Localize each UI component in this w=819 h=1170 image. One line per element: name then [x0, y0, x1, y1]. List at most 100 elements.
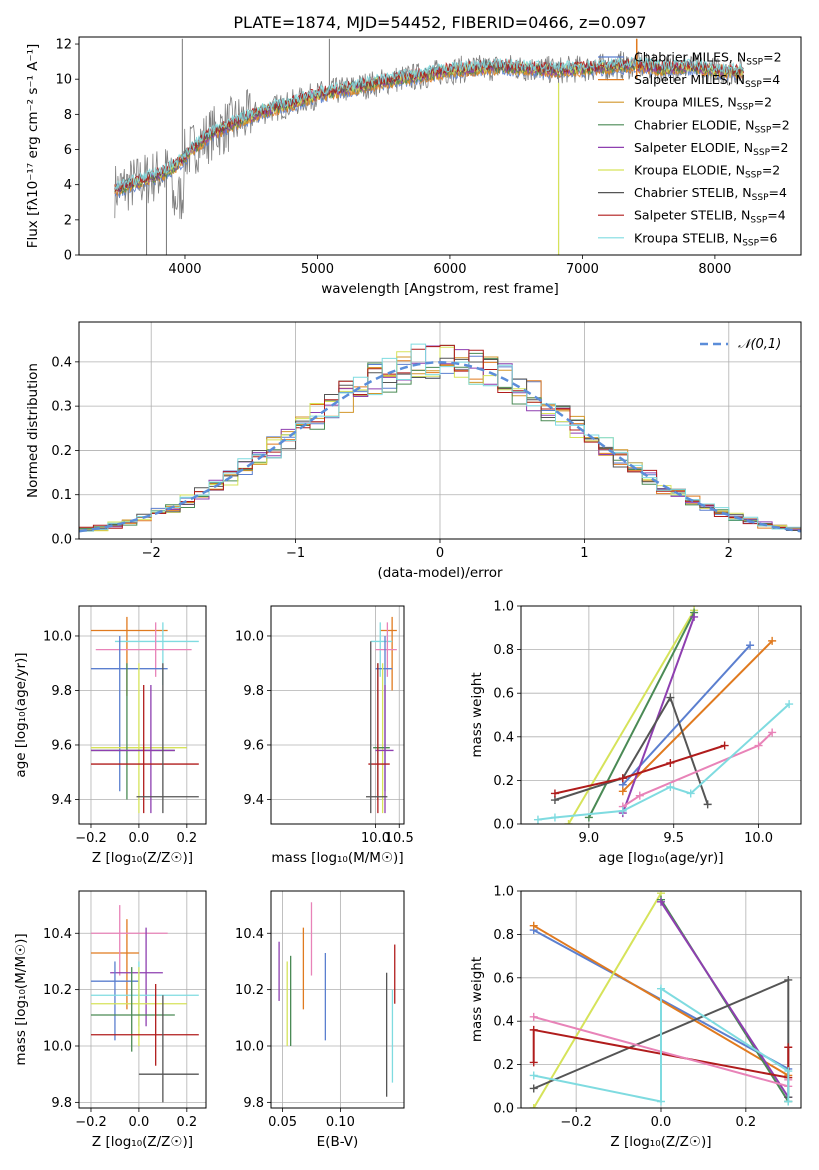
y-tick-label: 9.6: [51, 738, 72, 753]
weight-point-marker: [768, 728, 777, 737]
y-tick-label: 2: [64, 213, 72, 228]
y-tick-label: 10.4: [235, 927, 264, 942]
model-spectrum-line: [114, 57, 744, 192]
weight-point-marker: [666, 758, 675, 767]
legend-label: 𝒩(0,1): [738, 337, 781, 352]
x-tick-label: 0.2: [176, 1115, 197, 1130]
x-tick-label: 0.2: [176, 831, 197, 846]
y-tick-label: 1.0: [493, 600, 514, 615]
weight-point-marker: [618, 787, 627, 796]
weight-point-marker: [550, 789, 559, 798]
y-tick-label: 10.0: [235, 629, 264, 644]
weight-point-marker: [529, 1104, 538, 1108]
y-tick-label: 0.3: [51, 400, 72, 415]
plot-area: [114, 38, 744, 255]
weight-point-marker: [657, 984, 665, 993]
x-tick-label: 4000: [168, 262, 201, 277]
x-axis-label: Z [log₁₀(Z/Z☉)]: [92, 850, 193, 866]
y-tick-label: 4: [64, 178, 72, 193]
weight-series-line: [622, 644, 751, 786]
axes-frame: [520, 605, 802, 825]
y-tick-label: 9.8: [51, 684, 72, 699]
weight-point-marker: [529, 921, 538, 930]
y-tick-label: 10.4: [43, 927, 72, 942]
legend-label: Kroupa MILES, NSSP=2: [634, 95, 772, 113]
plot-area: [90, 905, 199, 1103]
weight-series-line: [588, 612, 695, 818]
x-tick-label: 0.0: [129, 831, 150, 846]
x-axis-label: (data-model)/error: [377, 565, 503, 581]
x-tick-label: 10.0: [361, 831, 390, 846]
y-tick-label: 0.0: [51, 533, 72, 548]
weight-point-marker: [564, 820, 573, 824]
y-tick-label: 12: [55, 38, 72, 53]
residual-histogram-plot: −2 −1 0 1 2 0.0 0.1 0.2 0.3 0.4 (data-model)/error…: [25, 321, 802, 581]
plot-area: [90, 616, 199, 814]
age-vs-metallicity-plot: −0.2 0.0 0.2 9.4 9.6 9.8 10.0 Z [log₁₀(Z/Z☉)] ag…: [13, 605, 207, 866]
x-tick-label: 5000: [301, 262, 334, 277]
residual-histogram-line: [79, 344, 801, 529]
mass-vs-metallicity-plot: −0.2 0.0 0.2 9.8 10.0 10.2 10.4 Z [log₁₀(Z/Z☉)]…: [13, 890, 207, 1150]
legend-label: Kroupa STELIB, NSSP=6: [634, 230, 778, 248]
weight-point-marker: [720, 741, 729, 750]
y-tick-label: 10.2: [43, 983, 72, 998]
weight-series-line: [622, 640, 773, 793]
plot-area: [366, 616, 397, 814]
weight-point-marker: [666, 693, 675, 702]
weight-point-marker: [784, 1043, 793, 1052]
legend-label: Kroupa ELODIE, NSSP=2: [634, 163, 780, 181]
weight-series-line: [621, 616, 696, 814]
weight-point-marker: [529, 1058, 538, 1067]
weight-point-marker: [785, 700, 794, 709]
x-tick-label: 10.0: [744, 831, 773, 846]
weight-series-line: [532, 892, 662, 1108]
axes-frame: [78, 890, 207, 1109]
x-tick-label: 0.0: [651, 1115, 672, 1130]
weight-point-marker: [746, 641, 755, 650]
normal-reference-curve: [79, 361, 801, 533]
weight-point-marker: [690, 612, 699, 621]
y-axis-label: mass weight: [469, 957, 485, 1042]
x-axis-label: wavelength [Angstrom, rest frame]: [321, 281, 559, 297]
mass-vs-extinction-plot: 0.05 0.10 9.8 10.0 10.2 10.4 E(B-V): [235, 890, 405, 1150]
x-tick-label: 0.10: [326, 1115, 355, 1130]
y-axis-label: Flux [fλ10⁻¹⁷ erg cm⁻² s⁻¹ A⁻¹]: [25, 44, 41, 249]
plot-area: [533, 606, 794, 824]
x-tick-label: 1: [580, 546, 588, 561]
weight-point-marker: [529, 1025, 538, 1034]
axes-frame: [520, 890, 802, 1109]
y-tick-label: 0.2: [51, 444, 72, 459]
y-tick-label: 9.4: [243, 793, 264, 808]
weight-point-marker: [529, 1012, 538, 1021]
y-tick-label: 0: [64, 249, 72, 264]
weight-point-marker: [635, 791, 644, 800]
x-axis-label: mass [log₁₀(M/M☉)]: [271, 850, 403, 866]
plot-area: [278, 902, 396, 1097]
weight-series-line: [554, 695, 709, 805]
y-tick-label: 1.0: [493, 885, 514, 900]
x-tick-label: −0.2: [75, 1115, 107, 1130]
y-tick-label: 10.0: [43, 629, 72, 644]
y-tick-label: 0.6: [493, 687, 514, 702]
y-tick-label: 0.4: [493, 1015, 514, 1030]
y-tick-label: 8: [64, 108, 72, 123]
plot-area: [79, 343, 801, 533]
x-tick-label: 0.05: [268, 1115, 297, 1130]
y-tick-label: 9.6: [243, 738, 264, 753]
x-tick-label: 0.2: [736, 1115, 757, 1130]
y-tick-label: 0.4: [51, 355, 72, 370]
weight-series-line: [660, 901, 790, 1098]
weight-point-marker: [784, 1067, 793, 1076]
y-tick-label: 6: [64, 143, 72, 158]
y-tick-label: 9.4: [51, 793, 72, 808]
weight-point-marker: [657, 1097, 665, 1106]
x-tick-label: −2: [142, 546, 161, 561]
weight-point-marker: [529, 1071, 538, 1080]
x-axis-label: age [log₁₀(age/yr)]: [598, 850, 723, 866]
y-tick-label: 0.4: [493, 730, 514, 745]
weight-point-marker: [768, 636, 777, 645]
x-tick-label: 0.0: [129, 1115, 150, 1130]
legend-label: Salpeter STELIB, NSSP=4: [634, 208, 786, 226]
